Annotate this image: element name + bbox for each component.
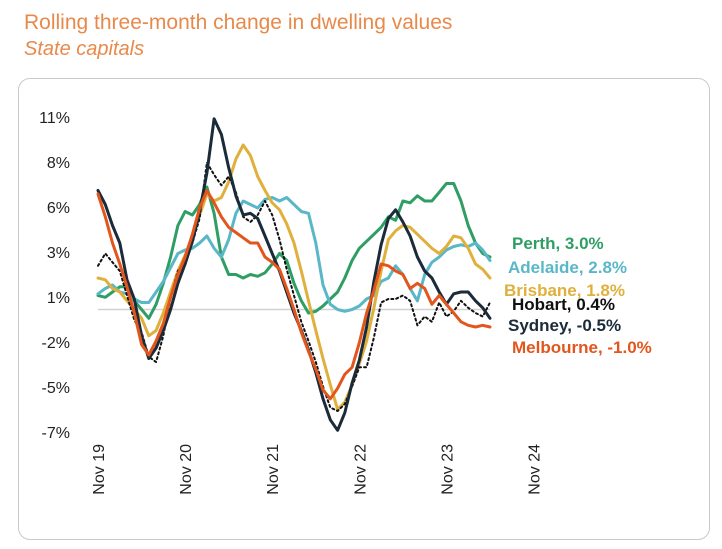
x-tick-label: Nov 19 bbox=[91, 444, 108, 495]
y-tick-label: -2% bbox=[42, 335, 70, 352]
series-label-perth: Perth, 3.0% bbox=[512, 234, 604, 253]
x-tick-label: Nov 22 bbox=[352, 444, 369, 495]
x-tick-label: Nov 23 bbox=[439, 444, 456, 495]
chart-title: Rolling three-month change in dwelling v… bbox=[24, 11, 453, 34]
y-tick-label: 3% bbox=[47, 245, 70, 262]
y-axis: 11% 8% 6% 3% 1% -2% -5% -7% bbox=[39, 110, 70, 442]
series-end-labels: Perth, 3.0% Adelaide, 2.8% Brisbane, 1.8%H… bbox=[504, 234, 652, 357]
y-tick-label: 6% bbox=[47, 200, 70, 217]
series-line-sydney bbox=[96, 117, 492, 432]
series-line-brisbane bbox=[96, 143, 492, 411]
y-tick-label: 8% bbox=[47, 155, 70, 172]
x-tick-label: Nov 20 bbox=[178, 444, 195, 495]
y-tick-label: -7% bbox=[42, 425, 70, 442]
x-tick-label: Nov 24 bbox=[527, 444, 544, 495]
series-label-sydney: Sydney, -0.5% bbox=[508, 316, 621, 335]
y-tick-label: -5% bbox=[42, 380, 70, 397]
series-label-hobart: Hobart, 0.4% bbox=[512, 295, 615, 314]
series-line-hobart bbox=[97, 161, 491, 412]
chart-subtitle: State capitals bbox=[24, 38, 145, 60]
y-tick-label: 11% bbox=[39, 110, 70, 127]
series-line-adelaide bbox=[96, 196, 492, 313]
series-label-melbourne: Melbourne, -1.0% bbox=[512, 338, 652, 357]
series-label-adelaide: Adelaide, 2.8% bbox=[508, 258, 627, 277]
x-tick-label: Nov 21 bbox=[265, 444, 282, 495]
series-line-melbourne bbox=[96, 189, 492, 401]
x-axis: Nov 19 Nov 20 Nov 21 Nov 22 Nov 23 Nov 24 bbox=[91, 444, 544, 495]
series-lines bbox=[96, 117, 492, 432]
y-tick-label: 1% bbox=[47, 290, 70, 307]
series-label-brisbane: Brisbane, 1.8% bbox=[504, 281, 625, 300]
